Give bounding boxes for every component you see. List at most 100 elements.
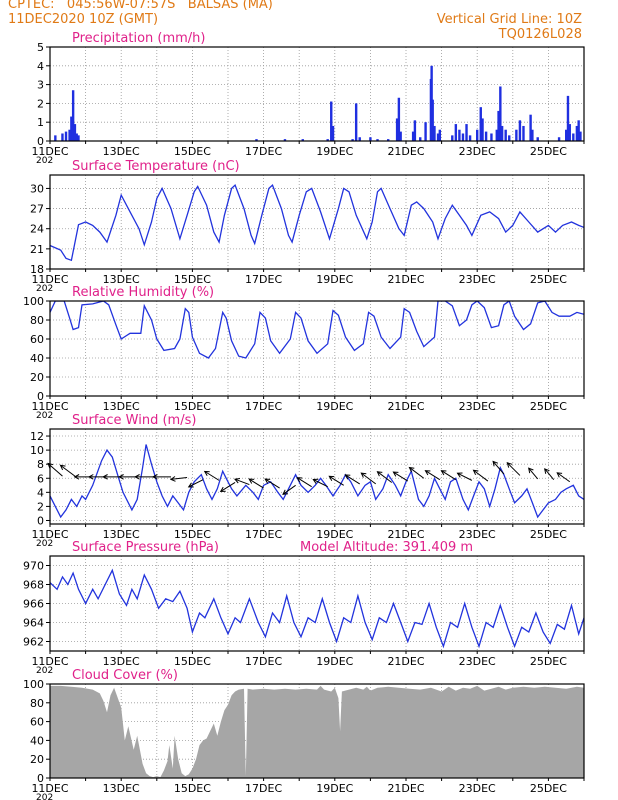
precip-bar bbox=[64, 131, 68, 141]
wind-arrow-head bbox=[47, 462, 54, 469]
temp-xtick-label: 19DEC bbox=[316, 273, 353, 286]
rh-xtick-label: 25DEC bbox=[530, 400, 567, 413]
precip-bar bbox=[331, 125, 335, 141]
wind-arrow-head bbox=[360, 472, 367, 478]
wind-arrow-head bbox=[234, 478, 240, 484]
precip-bar bbox=[376, 139, 379, 141]
wind-ytick-label: 12 bbox=[30, 430, 44, 443]
precip-bar bbox=[490, 133, 493, 141]
precip-bar bbox=[500, 125, 504, 141]
precip-bar bbox=[508, 135, 511, 141]
precip-bar bbox=[395, 118, 399, 141]
precip-bar bbox=[75, 133, 78, 141]
rh-ytick-label: 100 bbox=[23, 295, 44, 308]
precip-bar bbox=[369, 137, 372, 141]
wind-arrow-head bbox=[264, 478, 271, 484]
rh-xtick-label: 21DEC bbox=[387, 400, 424, 413]
rh-xtick-label: 17DEC bbox=[245, 400, 282, 413]
precip-bar bbox=[566, 95, 570, 141]
precip-ytick-label: 4 bbox=[37, 60, 44, 73]
pressure-xtick-label: 11DEC bbox=[31, 655, 68, 668]
header-grid-line: Vertical Grid Line: 10Z bbox=[436, 12, 582, 27]
wind-arrow bbox=[234, 478, 250, 486]
precip-ytick-label: 5 bbox=[37, 41, 44, 54]
wind-arrow bbox=[556, 472, 571, 483]
wind-arrow-head bbox=[344, 474, 351, 480]
wind-ytick-label: 8 bbox=[37, 458, 44, 471]
precip-xtick-label: 23DEC bbox=[459, 145, 496, 158]
precip-bar bbox=[413, 120, 417, 141]
precip-bar bbox=[481, 118, 484, 141]
wind-arrow-head bbox=[424, 470, 431, 476]
pressure-ytick-label: 970 bbox=[23, 560, 44, 573]
precip-bar bbox=[255, 139, 258, 141]
wind-arrow-head bbox=[440, 470, 447, 476]
temp-ytick-label: 27 bbox=[30, 203, 44, 216]
precip-bar bbox=[77, 135, 80, 141]
wind-arrow bbox=[544, 468, 555, 480]
pressure-ytick-label: 962 bbox=[23, 636, 44, 649]
cloud-title: Cloud Cover (%) bbox=[72, 668, 178, 683]
precip-bar bbox=[68, 129, 71, 141]
precip-bar bbox=[70, 116, 73, 141]
wind-arrow-head bbox=[219, 486, 226, 493]
precip-bar bbox=[572, 133, 575, 141]
precip-ytick-label: 1 bbox=[37, 116, 44, 129]
wind-arrow-head bbox=[328, 475, 335, 481]
wind-arrow-head bbox=[102, 474, 108, 480]
precip-bar bbox=[436, 133, 440, 141]
wind-arrow-head bbox=[376, 471, 383, 477]
wind-arrow-head bbox=[506, 462, 513, 468]
precip-bar bbox=[504, 129, 507, 141]
precip-bar bbox=[579, 131, 582, 141]
precip-bar bbox=[397, 97, 401, 141]
pressure-xtick-label: 21DEC bbox=[387, 655, 424, 668]
temp-xtick-label: 23DEC bbox=[459, 273, 496, 286]
precip-ytick-label: 0 bbox=[37, 135, 44, 148]
precip-bar bbox=[399, 131, 402, 141]
rh-ytick-label: 20 bbox=[30, 371, 44, 384]
temp-ytick-label: 21 bbox=[30, 243, 44, 256]
cloud-xtick-label: 23DEC bbox=[459, 782, 496, 795]
precip-bar bbox=[454, 124, 458, 141]
cloud-panel: Cloud Cover (%) 0 20 40 60 80 100 11DEC 13DEC 15D… bbox=[23, 668, 585, 800]
precip-bar bbox=[330, 101, 333, 141]
wind-arrow-head bbox=[456, 472, 463, 478]
precip-bar bbox=[301, 139, 304, 141]
precip-bar bbox=[326, 139, 329, 141]
wind-arrow-head bbox=[203, 470, 210, 476]
precip-ytick-label: 2 bbox=[37, 97, 44, 110]
temp-xtick-label: 21DEC bbox=[387, 273, 424, 286]
precip-xtick-label: 25DEC bbox=[530, 145, 567, 158]
precip-bar bbox=[495, 129, 498, 141]
pressure-line bbox=[50, 568, 584, 649]
pressure-xtick-label: 17DEC bbox=[245, 655, 282, 668]
wind-arrow bbox=[377, 471, 393, 483]
wind-arrow bbox=[457, 472, 473, 481]
pressure-xtick-label: 23DEC bbox=[459, 655, 496, 668]
temp-ytick-label: 18 bbox=[30, 263, 44, 276]
precip-title: Precipitation (mm/h) bbox=[72, 31, 205, 46]
rh-ytick-label: 40 bbox=[30, 352, 44, 365]
pressure-panel: Surface Pressure (hPa) Model Altitude: 39… bbox=[23, 540, 585, 676]
wind-xtick-label: 19DEC bbox=[316, 528, 353, 541]
wind-ytick-label: 2 bbox=[37, 500, 44, 513]
wind-year-label: 202 bbox=[36, 539, 53, 549]
temp-xtick-label: 11DEC bbox=[31, 273, 68, 286]
temp-xtick-label: 15DEC bbox=[174, 273, 211, 286]
cloud-xtick-label: 17DEC bbox=[245, 782, 282, 795]
rh-frame bbox=[49, 300, 585, 397]
pressure-ytick-label: 964 bbox=[23, 617, 44, 630]
cloud-area bbox=[50, 685, 584, 778]
wind-ytick-label: 4 bbox=[37, 486, 44, 499]
pressure-xtick-label: 15DEC bbox=[174, 655, 211, 668]
precip-bar bbox=[54, 135, 57, 141]
precip-bar bbox=[536, 137, 539, 141]
precip-bar bbox=[468, 135, 472, 141]
precip-bar bbox=[73, 124, 77, 141]
temp-xtick-label: 25DEC bbox=[530, 273, 567, 286]
wind-arrow-head bbox=[169, 476, 176, 482]
precip-bar bbox=[438, 129, 442, 141]
